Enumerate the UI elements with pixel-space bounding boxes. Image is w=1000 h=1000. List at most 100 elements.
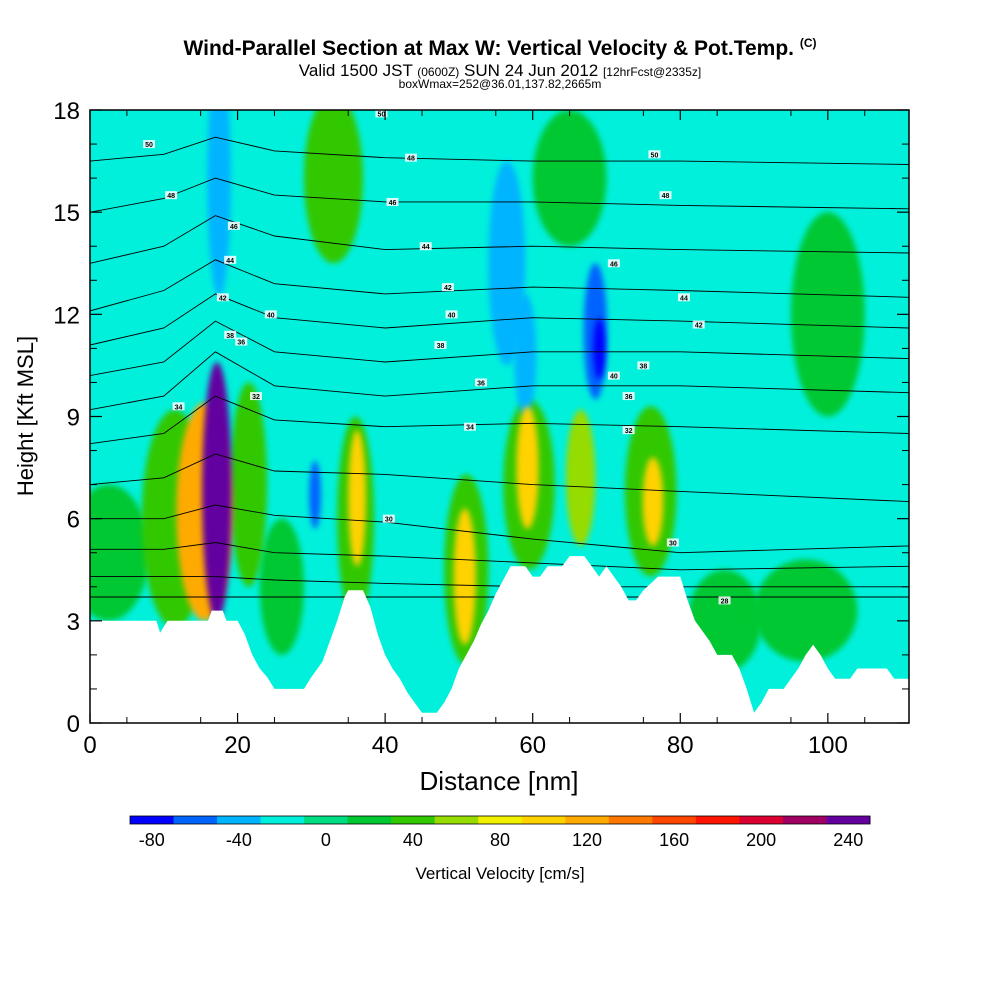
svg-text:48: 48 — [662, 193, 670, 200]
isentrope-46 — [90, 215, 909, 264]
isentrope-labels: 5048464442403836343250484644424038363430… — [143, 110, 731, 605]
y-tick-label-12: 12 — [53, 302, 80, 329]
velocity-field — [90, 110, 865, 672]
y-tick-label-0: 0 — [67, 711, 80, 738]
colorbar-tick-3: 40 — [403, 830, 423, 850]
velocity-region-1 — [90, 484, 150, 621]
colorbar-swatch-14 — [739, 816, 784, 824]
box-info: boxWmax=252@36.01,137.82,2665m — [398, 77, 602, 91]
x-axis-label: Distance [nm] — [420, 766, 579, 796]
isentrope-30 — [90, 542, 909, 571]
velocity-region-12 — [712, 488, 722, 536]
isentrope-lines — [90, 136, 909, 598]
y-tick-label-9: 9 — [67, 405, 80, 432]
svg-text:42: 42 — [219, 295, 227, 302]
svg-text:46: 46 — [230, 224, 238, 231]
isentrope-label-1: 48 — [165, 191, 178, 200]
colorbar-swatch-15 — [782, 816, 827, 824]
isentrope-label-8: 34 — [172, 402, 185, 411]
colorbar-swatch-1 — [173, 816, 218, 824]
isentrope-label-30: 28 — [718, 596, 731, 605]
colorbar-swatch-4 — [304, 816, 349, 824]
colorbar-tick-8: 240 — [833, 830, 863, 850]
svg-text:42: 42 — [695, 323, 703, 330]
velocity-region-8 — [230, 382, 268, 587]
velocity-region-21 — [309, 460, 321, 529]
svg-text:34: 34 — [175, 404, 183, 411]
colorbar-swatch-9 — [521, 816, 566, 824]
valid-prefix: Valid 1500 JST — [298, 61, 413, 80]
svg-text:44: 44 — [226, 258, 234, 265]
svg-text:30: 30 — [385, 517, 393, 524]
isentrope-label-21: 48 — [659, 191, 672, 200]
svg-text:36: 36 — [625, 394, 633, 401]
isentrope-label-29: 30 — [666, 538, 679, 548]
isentrope-label-2: 46 — [227, 221, 240, 231]
isentrope-label-9: 32 — [250, 392, 263, 401]
y-axis-label: Height [Kft MSL] — [13, 336, 38, 496]
colorbar-swatch-8 — [478, 816, 523, 824]
svg-text:36: 36 — [477, 380, 485, 387]
x-tick-label-20: 20 — [224, 732, 251, 759]
colorbar-swatch-0 — [130, 816, 175, 824]
colorbar: -80 -40 0 40 80 120 160 200 240 — [129, 815, 871, 850]
colorbar-swatch-13 — [695, 816, 740, 824]
isentrope-label-26: 38 — [637, 361, 650, 370]
svg-text:38: 38 — [639, 363, 647, 370]
velocity-region-20 — [488, 161, 526, 366]
isentrope-label-14: 42 — [441, 283, 454, 292]
svg-text:48: 48 — [167, 193, 175, 200]
y-tick-label-15: 15 — [53, 200, 80, 227]
isentrope-label-28: 32 — [622, 426, 635, 435]
velocity-region-9 — [303, 110, 363, 264]
velocity-region-29 — [202, 362, 232, 621]
isentrope-label-3: 44 — [224, 255, 237, 265]
isentrope-label-0: 50 — [143, 140, 156, 149]
x-tick-label-100: 100 — [808, 732, 848, 759]
isentrope-label-24: 42 — [692, 320, 705, 330]
svg-text:36: 36 — [237, 340, 245, 347]
isentrope-32 — [90, 504, 909, 554]
colorbar-swatch-6 — [391, 816, 436, 824]
colorbar-swatch-12 — [652, 816, 697, 824]
colorbar-swatch-3 — [260, 816, 305, 824]
colorbar-tick-5: 120 — [572, 830, 602, 850]
colorbar-tick-4: 80 — [490, 830, 510, 850]
colorbar-swatch-5 — [347, 816, 392, 824]
isentrope-label-5: 40 — [264, 310, 277, 319]
isentrope-50 — [90, 136, 909, 165]
svg-text:38: 38 — [226, 333, 234, 340]
isentrope-36 — [90, 395, 909, 445]
colorbar-swatch-2 — [217, 816, 262, 824]
isentrope-label-10: 50 — [375, 110, 388, 118]
x-tick-label-60: 60 — [519, 732, 546, 759]
svg-text:46: 46 — [610, 261, 618, 268]
velocity-region-25 — [453, 508, 476, 645]
svg-text:32: 32 — [252, 394, 260, 401]
isentrope-label-7: 36 — [235, 337, 248, 347]
velocity-region-23 — [593, 317, 606, 380]
svg-text:44: 44 — [422, 244, 430, 251]
colorbar-tick-7: 200 — [746, 830, 776, 850]
isentrope-label-6: 38 — [224, 330, 237, 340]
velocity-region-24 — [348, 430, 366, 567]
isentrope-label-17: 36 — [475, 378, 488, 387]
velocity-region-18 — [565, 409, 596, 546]
isentrope-38 — [90, 351, 909, 411]
velocity-region-26 — [516, 406, 539, 529]
terrain — [90, 556, 909, 723]
isentrope-label-11: 48 — [404, 153, 417, 163]
svg-text:50: 50 — [145, 142, 153, 149]
svg-text:46: 46 — [389, 200, 397, 207]
colorbar-tick-2: 0 — [321, 830, 331, 850]
svg-text:50: 50 — [378, 111, 386, 118]
valid-date: SUN 24 Jun 2012 — [464, 61, 599, 80]
plot-area: 5048464442403836343250484644424038363430… — [90, 110, 909, 723]
x-tick-label-0: 0 — [83, 732, 96, 759]
y-tick-label-6: 6 — [67, 507, 80, 534]
isentrope-label-22: 46 — [607, 259, 620, 268]
colorbar-tick-1: -40 — [226, 830, 252, 850]
isentrope-label-19: 30 — [382, 514, 395, 524]
isentrope-34 — [90, 453, 909, 503]
